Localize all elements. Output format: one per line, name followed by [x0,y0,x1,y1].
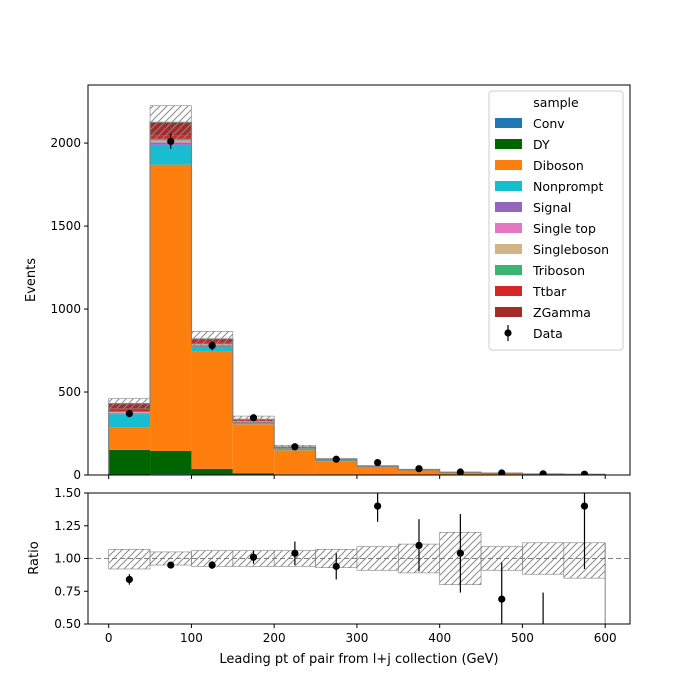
xtick-label-200: 200 [263,631,286,645]
data-point-2 [208,341,216,350]
data-point-4 [291,443,299,451]
bar-nonprompt-1 [150,144,192,165]
legend-label-2: Diboson [533,158,584,173]
bar-dy-0 [108,449,151,475]
legend-label-7: Triboson [532,263,585,278]
legend-swatch-5 [495,223,522,233]
data-point-0 [125,409,133,418]
ratio-ytick-label-1.50: 1.50 [54,486,81,500]
ratio-ytick-label-0.75: 0.75 [54,584,81,598]
ratio-point-2 [208,561,216,569]
legend-label-6: Singleboson [533,242,609,257]
uncertainty-0 [108,398,151,409]
bar-diboson-0 [108,427,151,450]
data-point-5 [332,455,340,463]
bar-diboson-5 [315,461,357,475]
main-ylabel: Events [24,258,39,302]
bar-diboson-7 [398,470,440,475]
ratio-ytick-label-1.00: 1.00 [54,552,81,566]
bar-dy-3 [232,473,275,475]
data-point-10 [539,470,547,475]
data-point-8 [456,468,464,475]
bar-dy-2 [191,468,233,475]
data-point-11 [580,470,589,475]
data-point-6 [374,458,382,467]
legend-box [488,90,624,351]
ratio-ytick-label-0.50: 0.50 [54,617,81,631]
stacked-bars [108,122,606,475]
ratio-point-9 [498,595,506,603]
legend-label-5: Single top [533,221,596,236]
ratio-point-4 [291,549,299,557]
bar-nonprompt-0 [108,414,151,428]
ratio-point-8 [456,549,464,557]
main-ytick-label-2000: 2000 [50,136,81,150]
main-axes-frame [87,84,631,476]
ratio-point-11 [580,502,589,510]
ratio-ticks: 0.50 0.75 1.00 1.25 1.50 0 100 200 300 400 500 600 [54,486,616,645]
main-ytick-label-1500: 1500 [50,219,81,233]
ratio-point-5 [332,562,340,570]
ratio-points [125,493,589,624]
legend-swatch-6 [495,244,522,254]
main-ticks: 0 500 1000 1500 2000 [50,136,606,482]
legend-label-data: Data [533,326,563,341]
bar-diboson-4 [274,450,316,475]
ratio-point-6 [374,502,382,510]
bar-dy-1 [150,450,192,475]
data-points [125,133,589,475]
legend: sample Conv DY Diboson Nonprompt Signal Single… [488,90,624,351]
bar-diboson-2 [191,351,233,469]
bar-diboson-6 [356,467,399,475]
legend-label-4: Signal [533,200,571,215]
ratio-point-1 [167,561,175,569]
x-axis-label: Leading pt of pair from l+j collection (… [219,652,498,667]
ratio-point-0 [125,575,133,584]
ratio-band-0 [108,549,151,570]
ratio-point-7 [415,541,423,550]
bar-nonprompt-3 [232,422,275,425]
legend-swatch-4 [495,202,522,212]
legend-swatch-0 [495,118,522,128]
xtick-label-600: 600 [594,631,617,645]
legend-swatch-7 [495,265,522,275]
legend-swatch-8 [495,286,522,296]
legend-label-9: ZGamma [533,305,591,320]
bar-diboson-1 [150,164,192,451]
legend-swatch-9 [495,307,522,317]
xtick-label-0: 0 [105,631,113,645]
ratio-point-3 [249,553,258,561]
data-point-3 [249,414,258,422]
legend-label-8: Ttbar [532,284,567,299]
xtick-label-500: 500 [511,631,534,645]
uncertainty-1 [149,105,192,140]
legend-title: sample [533,95,579,110]
legend-label-1: DY [533,137,550,152]
xtick-label-400: 400 [428,631,451,645]
legend-swatch-3 [495,181,522,191]
data-point-1 [167,137,175,146]
main-ytick-label-1000: 1000 [50,302,81,316]
main-ytick-label-500: 500 [58,385,81,399]
legend-label-3: Nonprompt [533,179,603,194]
bar-diboson-3 [232,424,275,474]
legend-label-0: Conv [533,116,565,131]
xtick-label-100: 100 [180,631,203,645]
xtick-label-300: 300 [345,631,368,645]
ratio-uncertainty-band [108,531,606,624]
legend-swatch-2 [495,160,522,170]
legend-data-marker [504,329,512,337]
ratio-ylabel: Ratio [27,541,42,574]
legend-swatch-1 [495,139,522,149]
ratio-ytick-label-1.25: 1.25 [54,519,81,533]
data-point-9 [498,469,506,475]
main-ytick-label-0: 0 [73,468,81,482]
data-point-7 [415,465,423,473]
